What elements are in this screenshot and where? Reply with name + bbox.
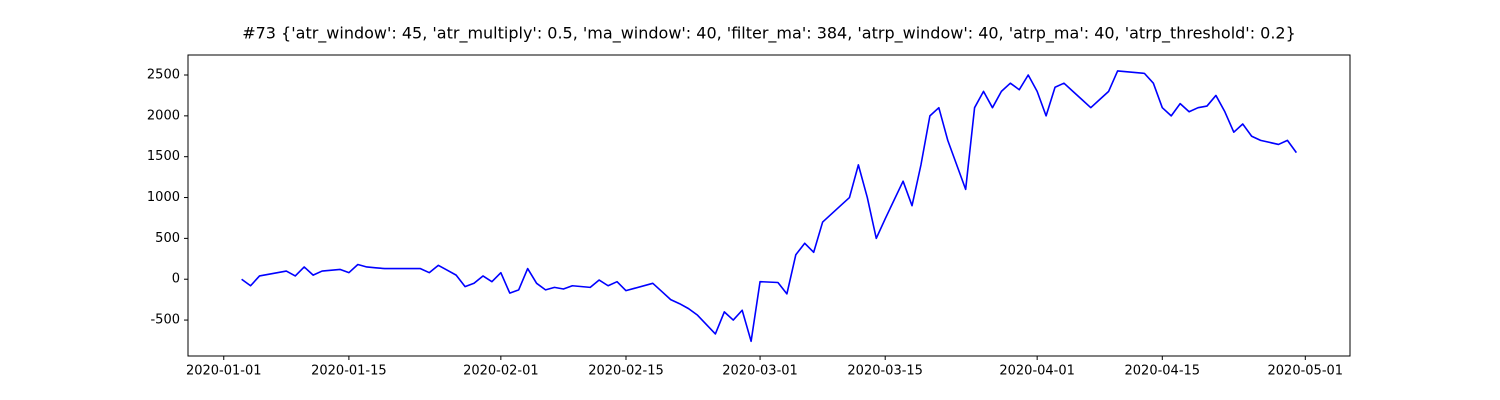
y-tick-label: -500 (150, 313, 180, 328)
y-tick-label: 2500 (147, 68, 180, 83)
x-tick-label: 2020-01-01 (186, 364, 262, 379)
line-series (241, 70, 1298, 343)
y-tick-label: 0 (172, 272, 180, 287)
y-tick-label: 500 (155, 231, 180, 246)
x-tick-label: 2020-02-01 (463, 364, 539, 379)
x-tick-label: 2020-05-01 (1268, 364, 1344, 379)
x-tick-label: 2020-02-15 (588, 364, 664, 379)
y-tick-label: 2000 (147, 108, 180, 123)
axes-frame (187, 54, 1351, 357)
x-tick-label: 2020-04-15 (1125, 364, 1201, 379)
y-tick-label: 1000 (147, 190, 180, 205)
x-tick-label: 2020-03-15 (847, 364, 923, 379)
x-tick-label: 2020-01-15 (311, 364, 387, 379)
y-tick-label: 1500 (147, 149, 180, 164)
x-tick-label: 2020-04-01 (999, 364, 1075, 379)
x-tick-label: 2020-03-01 (722, 364, 798, 379)
chart-title: #73 {'atr_window': 45, 'atr_multiply': 0… (242, 24, 1296, 44)
